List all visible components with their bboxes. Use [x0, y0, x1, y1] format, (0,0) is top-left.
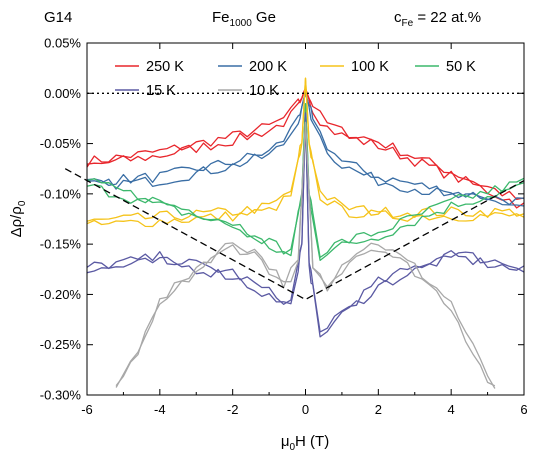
- y-tick-label: 0.00%: [44, 86, 81, 101]
- series-layer: [87, 77, 524, 389]
- legend-label: 15 K: [146, 83, 176, 99]
- series-line-10k-branch-2: [115, 122, 496, 387]
- legend-label: 250 K: [146, 59, 184, 75]
- reference-line-dashed-outside: [64, 168, 88, 182]
- sample-label: G14: [44, 9, 72, 26]
- x-tick-label: 6: [520, 402, 527, 417]
- x-tick-label: -6: [81, 402, 93, 417]
- concentration-label: cFe = 22 at.%: [394, 9, 481, 29]
- y-axis-title-sub: 0: [17, 200, 28, 206]
- series-line-200k-branch-2: [87, 93, 524, 207]
- y-tick-label: -0.10%: [40, 186, 82, 201]
- reference-line-dashed: [87, 179, 524, 301]
- legend-label: 50 K: [446, 59, 476, 75]
- x-axis-title-rest: H (T): [295, 433, 329, 450]
- x-tick-label: -4: [154, 402, 166, 417]
- sample-id: G14: [44, 9, 73, 26]
- legend: 250 K 200 K 100 K 50 K 15 K 10 K: [115, 59, 476, 99]
- material-label: Fe1000 Ge: [212, 9, 276, 29]
- axis-ticks: -6 -4 -2 0 2 4 6 0.05% 0.00% -0.05% -0.10% -0.15% -0…: [40, 36, 528, 418]
- series-line-15k-branch-1: [87, 113, 524, 333]
- reference-lines: [87, 92, 524, 301]
- series-line-15k-branch-2: [87, 112, 524, 338]
- y-tick-label: -0.25%: [40, 337, 82, 352]
- y-tick-label: -0.15%: [40, 237, 82, 252]
- series-line-10k-branch-1: [115, 121, 496, 389]
- y-tick-label: 0.05%: [44, 36, 81, 51]
- y-tick-label: -0.20%: [40, 287, 82, 302]
- concentration-subscript: Fe: [401, 18, 414, 29]
- concentration-base: c: [394, 9, 402, 26]
- x-axis-title-main: μ: [281, 433, 290, 450]
- x-tick-label: -2: [227, 402, 239, 417]
- concentration-rest: = 22 at.%: [413, 9, 482, 26]
- y-axis-title-main: Δρ/ρ: [8, 206, 25, 237]
- x-axis-title: μ0H (T): [281, 433, 329, 453]
- y-axis-title: Δρ/ρ0: [8, 200, 28, 237]
- legend-label: 200 K: [249, 59, 287, 75]
- series-line-200k-branch-1: [87, 91, 524, 206]
- x-tick-label: 4: [448, 402, 455, 417]
- material-base: Fe: [212, 9, 230, 26]
- y-tick-label: -0.05%: [40, 136, 82, 151]
- legend-label: 100 K: [351, 59, 389, 75]
- legend-label: 10 K: [249, 83, 279, 99]
- x-tick-label: 0: [302, 402, 309, 417]
- x-axis-title-sub: 0: [289, 442, 295, 453]
- material-subscript: 1000: [229, 18, 252, 29]
- material-rest: Ge: [251, 9, 276, 26]
- y-tick-label: -0.30%: [40, 388, 82, 403]
- series-line-100k-branch-1: [87, 77, 524, 222]
- series-line-50k-branch-2: [87, 102, 524, 262]
- x-tick-label: 2: [375, 402, 382, 417]
